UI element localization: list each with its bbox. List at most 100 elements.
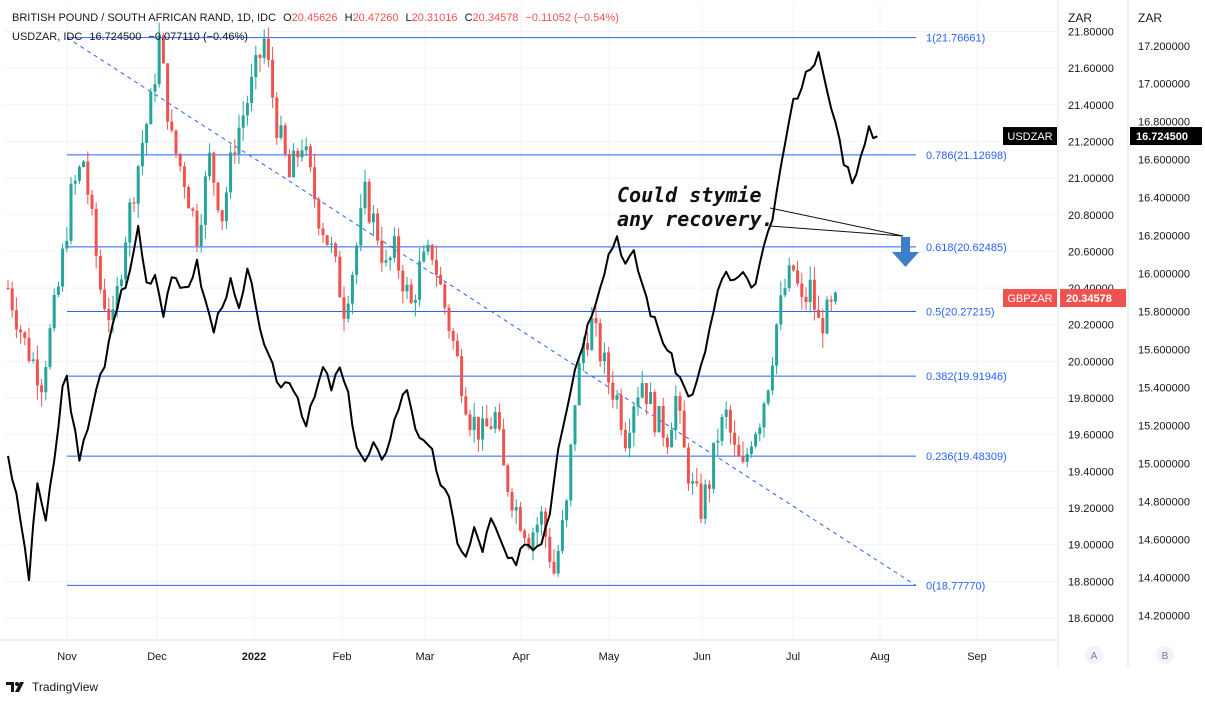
candle-body (439, 274, 443, 285)
axis-b-button[interactable] (1156, 646, 1174, 664)
high-value: 20.47260 (352, 12, 399, 24)
fib-label-5: 0.236(19.48309) (926, 451, 1007, 463)
time-label: Nov (57, 651, 77, 663)
candle-body (476, 416, 480, 440)
candle-body (451, 331, 455, 341)
pointer-line-1 (769, 207, 904, 237)
candle-body (187, 187, 191, 209)
candle-body (594, 318, 598, 324)
candle-body (565, 500, 569, 521)
badge-usdzar-value-bg (1130, 127, 1202, 146)
candle-body (321, 228, 325, 236)
candle-body (535, 524, 539, 533)
axis-b-button-label: B (1162, 651, 1169, 662)
high-label: H (344, 12, 353, 24)
candle-body (401, 270, 405, 292)
candle-body (182, 166, 186, 188)
candle-body (749, 446, 753, 455)
candle-body (733, 432, 737, 445)
low-value: 20.31016 (411, 12, 458, 24)
candle-body (552, 561, 556, 574)
candle-body (275, 97, 279, 138)
candle-body (539, 511, 543, 525)
axis-a-button[interactable] (1085, 646, 1103, 664)
candle-body (149, 91, 153, 125)
candle-body (720, 416, 724, 441)
axis-a-tick: 19.80000 (1068, 393, 1114, 405)
usdzar-value: 16.724500 (89, 31, 142, 43)
axis-b-tick: 14.400000 (1138, 572, 1190, 584)
pointer-line-2 (769, 225, 904, 237)
candle-body (48, 328, 52, 368)
candle-body (737, 444, 741, 457)
tradingview-logo[interactable]: TradingView (6, 680, 98, 694)
trend-line[interactable] (66, 37, 917, 586)
axis-b-tick: 16.400000 (1138, 193, 1190, 205)
candle-body (661, 406, 665, 438)
time-label: Feb (333, 651, 352, 663)
candle-body (758, 427, 762, 435)
candle-body (804, 296, 808, 303)
close-value: 20.34578 (472, 12, 519, 24)
candle-body (598, 323, 602, 362)
time-axis[interactable]: Nov Dec 2022 Feb Mar Apr May Jun Jul Aug Sep (0, 639, 1058, 663)
candle-body (468, 414, 472, 430)
badge-usdzar-value: 16.724500 (1136, 131, 1188, 143)
axis-b-tick: 16.600000 (1138, 155, 1190, 167)
candle-body (271, 59, 275, 98)
candle-body (308, 146, 312, 168)
annotation-line-2: any recovery. (617, 207, 774, 231)
candle-body (195, 210, 199, 247)
candle-body (56, 286, 60, 295)
close-label: C (464, 12, 473, 24)
candle-body (649, 392, 653, 405)
candle-body (69, 183, 73, 241)
candle-body (741, 456, 745, 462)
candle-body (611, 382, 615, 400)
candle-body (581, 343, 585, 364)
candle-body (157, 35, 161, 85)
fib-label-6: 0(18.77770) (926, 580, 985, 592)
grid-lines (4, 4, 1058, 640)
candle-body (577, 363, 581, 406)
candle-body (317, 199, 321, 229)
candle-body (560, 520, 564, 551)
badge-gbpzar-name: GBPZAR (1007, 293, 1052, 305)
candle-body (128, 202, 132, 243)
axis-a-tick: 19.40000 (1068, 466, 1114, 478)
candle-body (82, 161, 86, 167)
usdzar-line (7, 51, 878, 582)
candle-body (766, 390, 770, 404)
axis-b-tick: 14.600000 (1138, 534, 1190, 546)
axis-b-tick: 17.000000 (1138, 79, 1190, 91)
candle-body (460, 356, 464, 397)
candle-body (367, 181, 371, 223)
fib-label-3: 0.5(20.27215) (926, 307, 995, 319)
candle-body (418, 261, 422, 300)
candle-body (292, 150, 296, 178)
candle-body (728, 409, 732, 433)
candle-body (497, 412, 501, 430)
candle-body (556, 550, 560, 574)
time-label: Apr (512, 651, 529, 663)
candle-body (98, 256, 102, 290)
candle-body (266, 38, 270, 60)
candle-body (699, 483, 703, 519)
candle-body (119, 279, 123, 287)
candle-body (636, 397, 640, 407)
axis-b-tick: 15.800000 (1138, 307, 1190, 319)
axis-a-tick: 19.20000 (1068, 503, 1114, 515)
candle-body (405, 284, 409, 292)
candle-body (443, 284, 447, 308)
candle-body (682, 410, 686, 448)
axis-a-tick: 21.60000 (1068, 63, 1114, 75)
time-label: Mar (416, 651, 435, 663)
time-label: Sep (967, 651, 987, 663)
candle-body (703, 484, 707, 519)
candle-body (590, 318, 594, 350)
candle-body (380, 240, 384, 263)
candle-body (573, 405, 577, 445)
price-badges: USDZAR 16.724500 GBPZAR 20.34578 (1003, 127, 1202, 308)
fib-label-2: 0.618(20.62485) (926, 242, 1007, 254)
